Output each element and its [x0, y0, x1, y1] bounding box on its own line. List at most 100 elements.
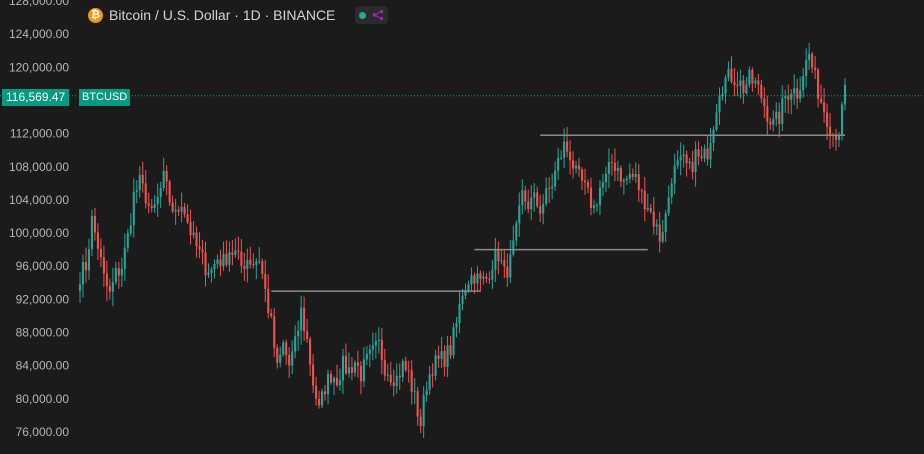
candle-body — [691, 161, 694, 173]
candle-body — [545, 188, 548, 204]
candle-body — [598, 187, 602, 206]
candle-body — [742, 80, 745, 94]
candle-body — [494, 249, 497, 270]
candle-body — [814, 67, 817, 70]
symbol-title[interactable]: Bitcoin / U.S. Dollar · 1D · BINANCE — [109, 7, 336, 23]
candle-body — [679, 156, 682, 161]
candle-body — [712, 129, 715, 143]
candle-body — [440, 351, 443, 359]
candle-body — [604, 173, 607, 183]
price-tick-label: 104,000.00 — [9, 193, 69, 207]
candle-body — [658, 224, 661, 242]
candle-body — [634, 174, 637, 177]
candle-body — [509, 254, 512, 278]
candle-body — [715, 112, 718, 130]
candle-body — [326, 373, 330, 395]
candle-body — [237, 250, 240, 252]
symbol-price-tag: BTCUSD — [78, 89, 131, 106]
candle-body — [766, 106, 769, 122]
status-pill[interactable] — [355, 6, 389, 24]
candle-body — [577, 165, 581, 170]
price-tick-label: 112,000.00 — [10, 127, 69, 141]
candle-body — [141, 174, 144, 184]
candle-body — [533, 192, 536, 198]
candle-body — [527, 201, 530, 210]
price-tick-label: 108,000.00 — [9, 160, 69, 174]
candle-body — [829, 126, 832, 136]
candle-body — [718, 96, 721, 113]
candle-body — [781, 98, 784, 124]
candle-body — [407, 370, 410, 372]
candle-body — [524, 190, 527, 202]
candle-body — [192, 232, 195, 236]
candle-body — [655, 224, 658, 227]
candle-body — [428, 374, 431, 390]
candle-body — [572, 160, 575, 169]
candle-body — [464, 290, 467, 296]
candle-body — [808, 53, 811, 61]
candle-body — [204, 252, 207, 276]
candle-body — [470, 275, 473, 285]
candle-body — [497, 249, 500, 262]
price-tick-label: 100,000.00 — [9, 226, 69, 240]
candle-body — [530, 197, 533, 210]
candle-body — [727, 68, 730, 78]
candle-body — [389, 374, 392, 383]
candle-body — [93, 216, 96, 233]
candle-body — [619, 167, 622, 182]
candle-body — [288, 355, 291, 366]
candle-body — [347, 367, 350, 374]
candle-body — [443, 351, 446, 367]
candle-body — [449, 345, 452, 356]
candle-body — [392, 382, 395, 386]
candle-body — [306, 331, 309, 340]
price-tick-label: 96,000.00 — [16, 259, 70, 273]
candle-body — [515, 223, 518, 241]
candle-body — [589, 187, 593, 208]
candle-body — [359, 365, 362, 382]
candle-body — [769, 121, 772, 125]
candle-body — [332, 377, 336, 383]
candle-body — [210, 269, 213, 273]
candle-body — [383, 359, 386, 376]
candle-body — [147, 203, 150, 206]
candle-body — [452, 327, 455, 356]
candle-body — [117, 268, 120, 276]
candle-body — [207, 272, 210, 276]
candle-body — [640, 190, 643, 192]
candle-body — [150, 205, 153, 209]
candle-body — [315, 385, 318, 399]
candle-body — [826, 112, 829, 127]
candle-body — [126, 233, 129, 248]
candle-body — [473, 275, 476, 284]
candle-body — [129, 225, 132, 234]
candle-body — [249, 259, 252, 265]
candle-body — [518, 205, 521, 224]
candle-body — [162, 171, 165, 189]
candle-body — [569, 151, 572, 161]
candle-body — [721, 93, 724, 97]
candle-body — [410, 370, 413, 392]
candle-body — [198, 246, 201, 250]
candle-body — [817, 69, 820, 99]
candle-body — [586, 182, 590, 188]
candle-body — [613, 162, 616, 171]
candle-body — [754, 80, 757, 84]
candle-body — [291, 351, 294, 366]
candle-body — [168, 181, 171, 203]
candle-body — [811, 53, 814, 68]
candle-body — [78, 284, 82, 292]
candle-body — [329, 373, 333, 383]
share-nodes-icon[interactable] — [372, 9, 384, 21]
candle-body — [111, 282, 114, 292]
candle-body — [222, 253, 225, 267]
candle-body — [700, 156, 703, 159]
candle-body — [739, 80, 742, 86]
candle-body — [685, 154, 688, 164]
candle-body — [628, 173, 631, 179]
candle-body — [772, 119, 775, 125]
candle-body — [219, 259, 222, 267]
candle-body — [622, 180, 625, 182]
